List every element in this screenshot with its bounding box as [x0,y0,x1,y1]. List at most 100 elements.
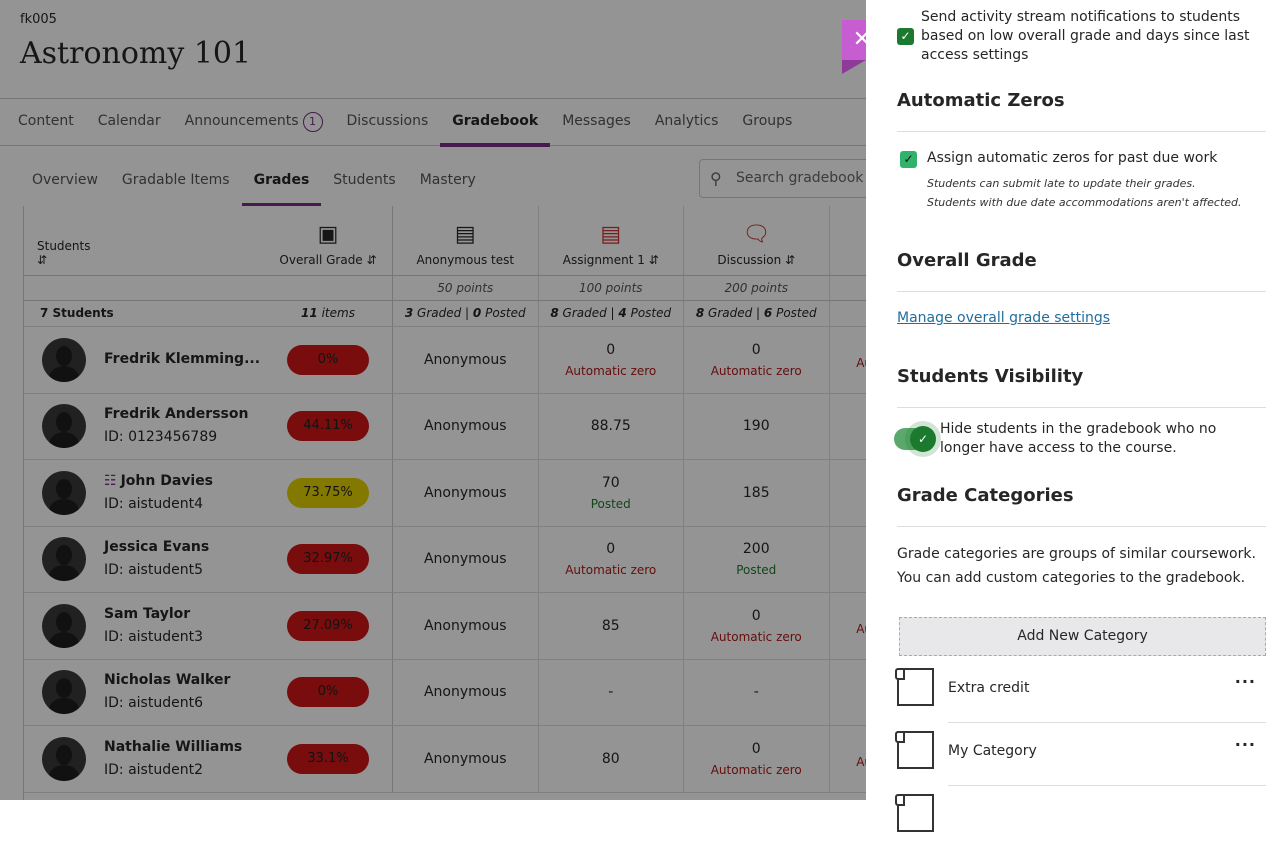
assignment-header[interactable]: ▤ Assignment 1 ⇵ [539,206,684,275]
grade-cell[interactable]: 0 Automatic zero [539,327,684,393]
divider [897,131,1266,132]
grade-cell[interactable]: 200 Posted [684,526,830,592]
overall-grade-cell[interactable]: 0% [264,327,393,393]
subtab-gradable-items[interactable]: Gradable Items [121,172,230,188]
overall-header-label: Overall Grade [279,253,363,267]
student-cell[interactable]: Nicholas Walker ID: aistudent6 [24,660,264,726]
grade-value: - [608,684,614,701]
auto-zeros-checkbox[interactable]: ✓ [900,151,917,168]
grade-status: Automatic zero [710,629,802,644]
student-cell[interactable]: Nathalie Williams ID: aistudent2 [24,726,264,792]
student-name: Fredrik Klemming... [104,351,261,368]
grade-cell[interactable]: 80 [539,726,684,792]
student-cell[interactable]: Sam Taylor ID: aistudent3 [24,593,264,659]
notify-checkbox[interactable]: ✓ [897,28,914,45]
grade-status: Automatic zero [565,363,657,378]
gradebook-page: fk005 Astronomy 101 Content Calendar Ann… [0,12,1280,800]
student-cell[interactable]: Fredrik Klemming... [24,327,264,393]
tab-gradebook[interactable]: Gradebook [440,99,551,147]
overall-grade-cell[interactable]: 44.11% [264,393,393,459]
grade-cell[interactable]: - [684,659,830,725]
more-options-icon[interactable]: ··· [1234,672,1256,691]
grade-cell[interactable]: Anonymous [393,327,539,393]
manage-overall-grade-link[interactable]: Manage overall grade settings [897,310,1111,326]
grade-cell[interactable]: Automatic zero [830,327,866,393]
tab-content[interactable]: Content [18,113,74,129]
posted-count: 6 [763,306,773,320]
tab-announcements[interactable]: Announcements 1 [185,99,323,145]
grade-cell[interactable]: Automatic zero [830,726,866,792]
tab-calendar[interactable]: Calendar [97,113,161,129]
avatar [42,470,86,515]
grade-status: Automatic zero [856,355,866,370]
course-id: fk005 [20,12,57,27]
tab-discussions[interactable]: Discussions [346,113,429,129]
grade-value: - [753,684,759,701]
search-input[interactable]: ⚲ Search gradebook [699,159,899,198]
grade-cell[interactable]: Anonymous [393,593,539,659]
grade-cell[interactable]: Anonymous [393,526,539,592]
graded-posted-summary: 8 Graded | 6 Posted [684,301,830,326]
grade-value: 0 [751,607,761,624]
overall-grade-cell[interactable]: 73.75% [264,460,393,526]
grade-value: Anonymous [423,484,507,501]
sort-icon: ⇵ [648,253,659,267]
hide-students-toggle[interactable]: ✓ [894,426,936,452]
students-header[interactable]: Students ⇵ [24,206,264,275]
graded-posted-summary: 8 Graded | 4 Posted [539,301,684,326]
student-info: Nathalie Williams ID: aistudent2 [104,736,242,782]
grade-status: Posted [590,496,631,511]
overall-grade-cell[interactable]: 27.09% [264,593,393,659]
grade-cell[interactable]: Anonymous [393,726,539,792]
subtab-grades[interactable]: Grades [241,158,321,206]
student-cell[interactable]: ☷ John Davies ID: aistudent4 [24,460,264,526]
tab-analytics[interactable]: Analytics [654,113,719,129]
col-label: Discussion [717,253,782,267]
posted-count: 0 [472,306,482,320]
student-name-line: Jessica Evans [104,536,209,559]
search-icon: ⚲ [710,169,722,188]
avatar [42,537,86,582]
grade-cell[interactable]: 70 Posted [539,460,684,526]
discussion-header[interactable]: 🗨 Discussion ⇵ [684,206,830,275]
grade-cell[interactable]: 0 Automatic zero [539,526,684,592]
notify-label: Send activity stream notifications to st… [921,9,1250,63]
student-id: ID: aistudent2 [104,761,203,778]
tab-messages[interactable]: Messages [562,113,631,129]
search-placeholder: Search gradebook [736,170,864,186]
overall-grade-cell[interactable]: 32.97% [264,526,393,592]
overall-grade-header[interactable]: ▣ Overall Grade ⇵ [264,206,393,275]
posted-count: 4 [618,306,627,320]
grade-categories-heading: Grade Categories [897,485,1074,506]
overall-grade-cell[interactable]: 33.1% [264,726,393,792]
grade-cell[interactable]: 185 [684,460,830,526]
student-cell[interactable]: Jessica Evans ID: aistudent5 [24,527,264,593]
more-options-icon[interactable]: ··· [1234,735,1256,754]
overall-grade-cell[interactable]: 0% [264,659,393,725]
grade-cell[interactable]: Anonymous [393,460,539,526]
add-new-category-button[interactable]: Add New Category [899,617,1266,656]
col-label: Anonymous test [416,253,515,267]
grade-cell[interactable]: 0 Automatic zero [684,327,830,393]
grade-cell[interactable]: 0 Automatic zero [684,726,830,792]
graded-count: 3 [404,306,414,320]
grade-cell[interactable]: - [539,659,684,725]
grade-cell[interactable]: 190 [684,393,830,459]
announcements-badge: 1 [302,112,323,132]
grade-status: Automatic zero [710,762,802,777]
student-cell[interactable]: Fredrik Andersson ID: 0123456789 [24,394,264,460]
discussion-icon: 🗨 [742,222,771,247]
anonymous-test-header[interactable]: ▤ Anonymous test [393,206,539,275]
grade-cell[interactable]: Anonymous [393,393,539,459]
grade-cell[interactable]: Automatic zero [830,593,866,659]
grade-cell[interactable]: 85 [539,593,684,659]
grade-cell[interactable]: Anonymous [393,659,539,725]
grade-cell[interactable]: 88.75 [539,393,684,459]
subtab-overview[interactable]: Overview [32,172,98,188]
grade-value: 200 [742,541,770,558]
subtab-students[interactable]: Students [333,172,396,188]
tab-groups[interactable]: Groups [742,113,793,129]
subtab-mastery[interactable]: Mastery [419,172,476,188]
grade-cell[interactable]: 0 Automatic zero [684,593,830,659]
divider [897,291,1266,292]
